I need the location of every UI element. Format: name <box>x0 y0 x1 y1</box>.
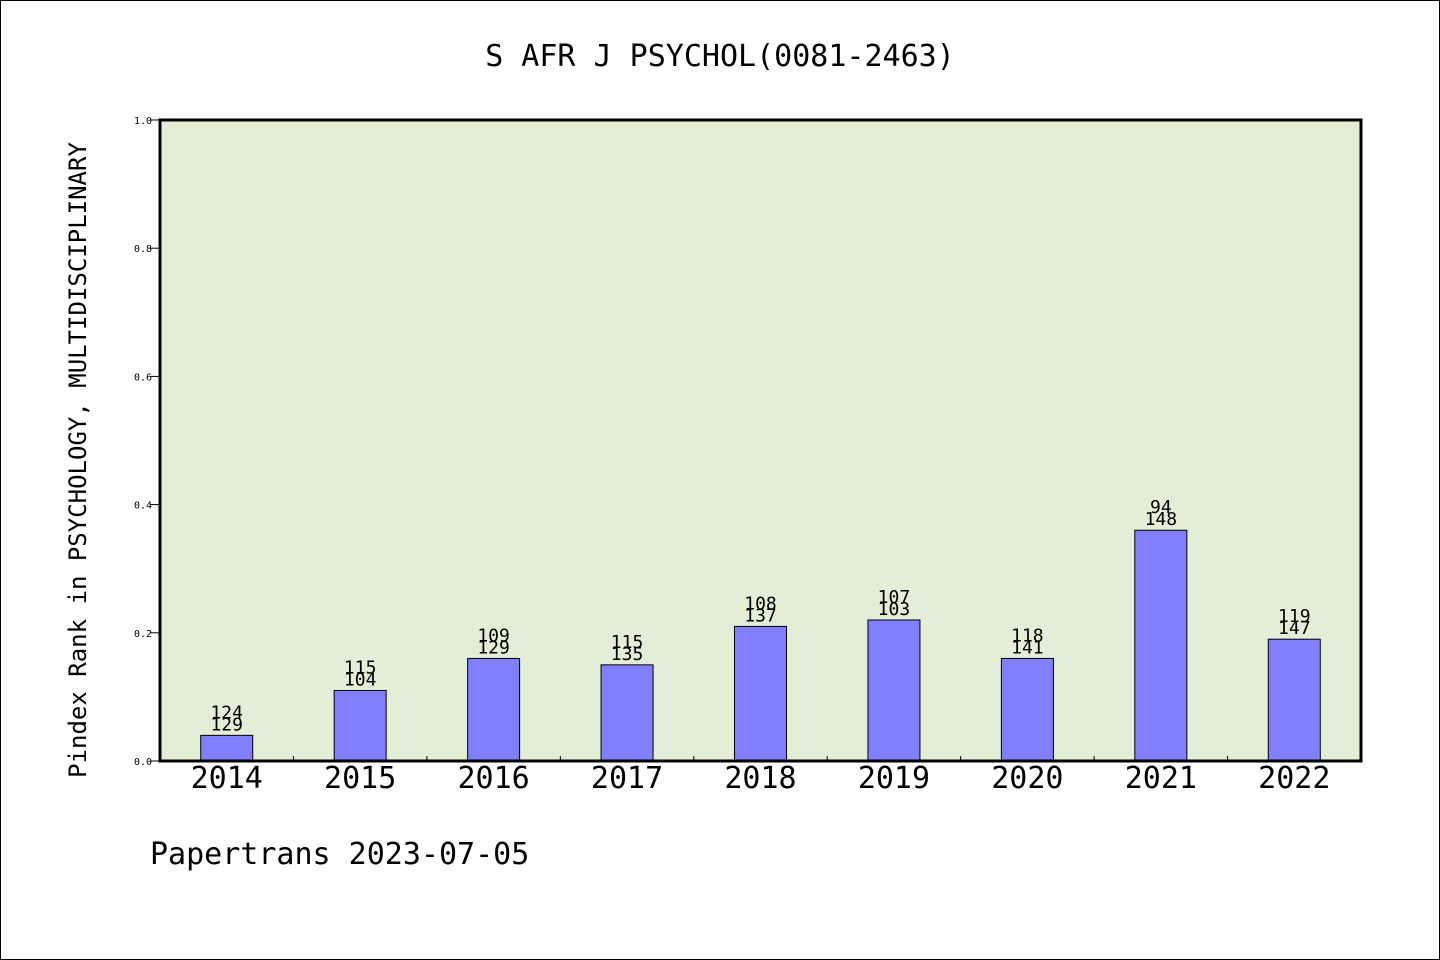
x-tick-label: 2018 <box>724 761 796 796</box>
bar-rank-label: 124 <box>210 702 243 723</box>
y-tick-label: 0.0 <box>134 757 152 768</box>
x-tick-label: 2019 <box>858 761 930 796</box>
bar-total-label: 129 <box>210 714 243 735</box>
y-tick-label: 0.8 <box>134 244 152 255</box>
bar-2022 <box>1267 638 1321 762</box>
bar-2014 <box>200 734 254 762</box>
bars: 1241292014115104201510912920161151352017… <box>191 497 1331 796</box>
bar-rank-label: 119 <box>1278 606 1311 627</box>
bar-rank-label: 108 <box>744 593 777 614</box>
bar-rank-label: 115 <box>344 657 377 678</box>
chart-title: S AFR J PSYCHOL(0081-2463) <box>485 39 955 74</box>
bar-rank-label: 118 <box>1011 625 1044 646</box>
bar-rank-label: 107 <box>878 587 911 608</box>
x-tick-label: 2020 <box>991 761 1063 796</box>
bar-total-label: 104 <box>344 669 377 690</box>
x-tick-label: 2014 <box>191 761 263 796</box>
bar-rank-label: 109 <box>477 625 510 646</box>
bar-2016 <box>467 657 521 762</box>
y-tick-label: 0.4 <box>134 501 152 512</box>
bar-2018 <box>734 625 787 762</box>
bar-2020 <box>1000 657 1054 762</box>
bar-total-label: 141 <box>1011 637 1044 658</box>
bar-total-label: 129 <box>477 637 510 658</box>
bar-total-label: 147 <box>1278 618 1311 639</box>
bar-2019 <box>867 619 921 762</box>
bar-2017 <box>600 664 654 762</box>
plot-border <box>158 118 1363 763</box>
bar-rank-label: 115 <box>611 632 644 653</box>
bar-rank-label: 94 <box>1150 497 1172 518</box>
x-tick-label: 2022 <box>1258 761 1330 796</box>
bar-total-label: 103 <box>878 599 911 620</box>
bar-2015 <box>333 689 387 762</box>
bar-total-label: 137 <box>744 605 777 626</box>
y-axis-label: Pindex Rank in PSYCHOLOGY, MULTIDISCIPLI… <box>64 142 92 778</box>
bar-total-label: 148 <box>1145 509 1178 530</box>
x-tick-label: 2016 <box>457 761 529 796</box>
y-axis-ticks: 0.0 0.2 0.4 0.6 0.8 1.0 <box>134 116 1229 768</box>
bar-2021 <box>1134 529 1188 762</box>
x-tick-label: 2017 <box>591 761 663 796</box>
x-tick-label: 2021 <box>1125 761 1197 796</box>
y-tick-label: 0.6 <box>134 372 152 383</box>
bar-total-label: 135 <box>611 644 644 665</box>
y-tick-label: 0.2 <box>134 629 152 640</box>
footer-note: Papertrans 2023-07-05 <box>150 837 529 872</box>
x-tick-label: 2015 <box>324 761 396 796</box>
y-tick-label: 1.0 <box>134 116 152 127</box>
